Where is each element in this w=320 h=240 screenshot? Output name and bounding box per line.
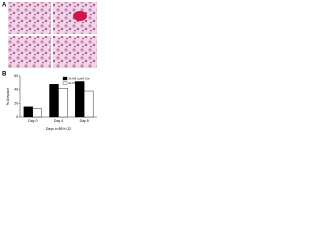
x-tick-label: Day 4 [54,119,63,123]
y-tick-label: 60 [14,74,18,78]
x-tick-label: Day 0 [28,119,37,123]
x-axis-title: Days in 85% O2 [46,127,71,131]
bar [83,90,94,118]
bar [49,83,59,118]
y-tick-label: 20 [14,101,18,105]
figure: A B 0 20 40 60 % Airspace Days in 85% O2 Day 0… [2,2,97,131]
bar [58,88,68,118]
bar [23,106,34,118]
micrograph [53,36,97,68]
panel-label: A [2,3,7,9]
vessel [73,11,87,21]
micrograph [8,2,51,34]
y-tick-label: 40 [14,88,18,92]
y-tick-label: 0 [16,115,18,119]
legend-swatch [62,76,68,81]
bar [74,81,85,118]
legend-label: Ilk fl/fl LysM Cre [69,76,91,80]
micrograph [8,36,51,68]
y-axis-title: % Airspace [6,88,10,106]
chart: 0 20 40 60 % Airspace Days in 85% O2 Day 0 Day … [6,74,97,131]
panel-label: B [2,72,7,78]
legend-swatch [62,81,68,85]
legend-label: Ilk fl/fl [69,81,77,85]
bar [32,108,43,118]
x-tick-label: Day 8 [80,119,89,123]
